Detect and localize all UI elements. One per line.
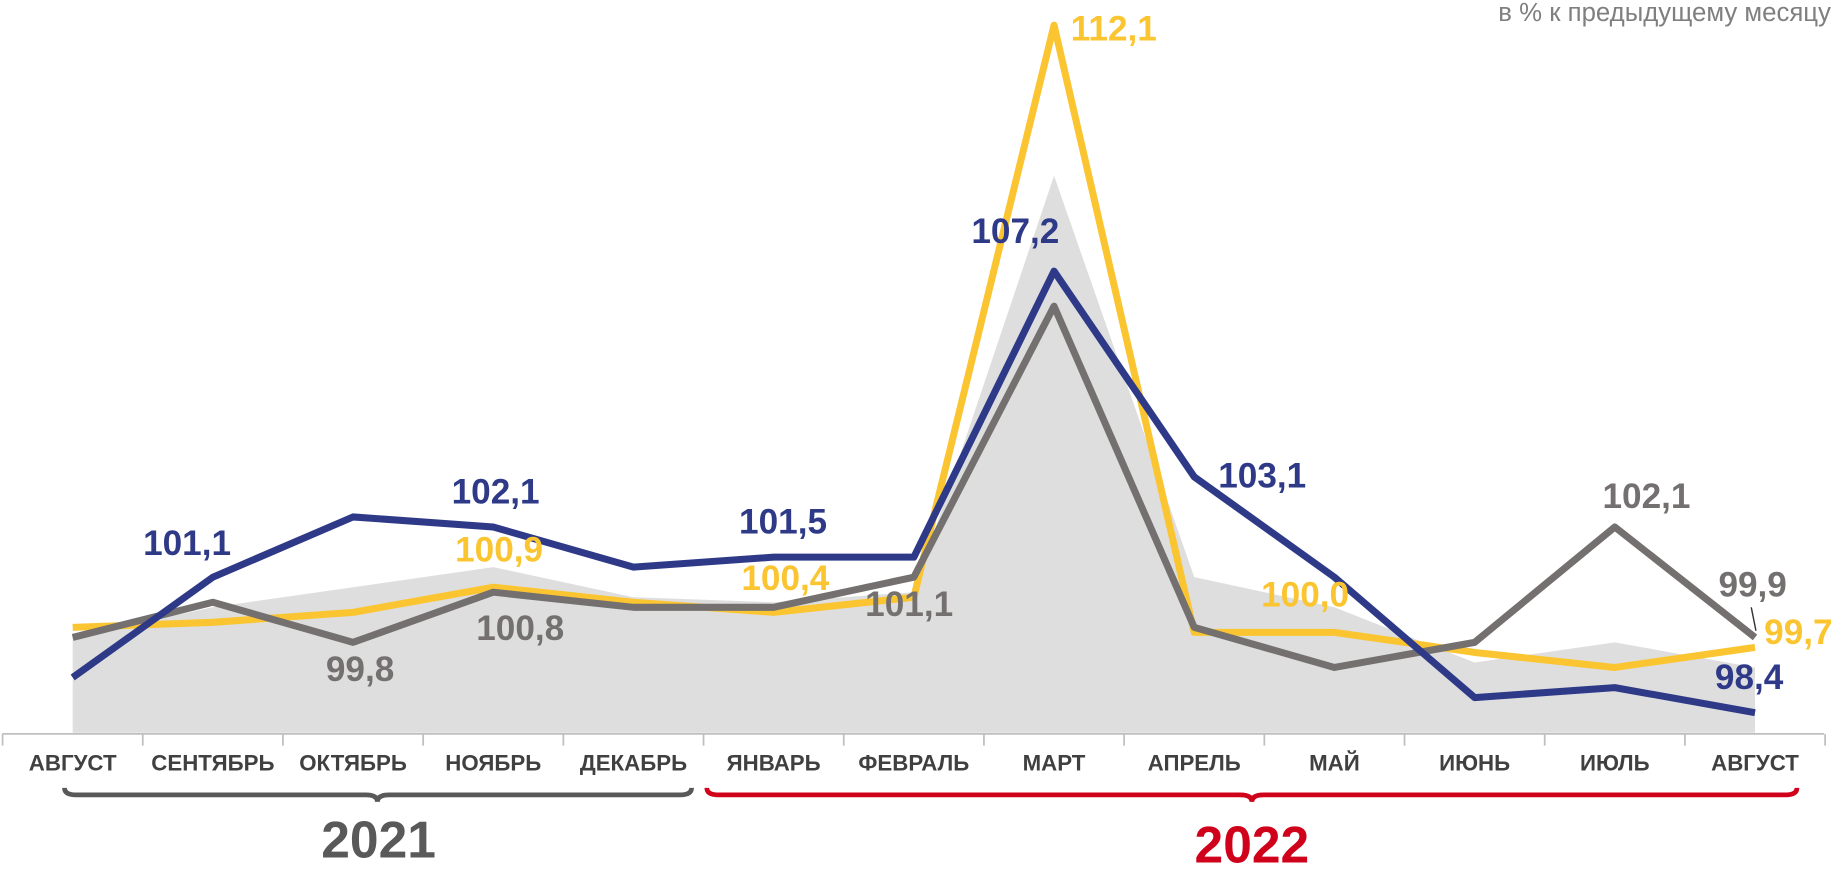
x-tick-label: СЕНТЯБРЬ (151, 750, 274, 775)
data-label: 98,4 (1715, 658, 1784, 697)
year-label: 2022 (1195, 815, 1310, 870)
x-tick-label: АВГУСТ (1711, 750, 1799, 775)
x-tick-label: ДЕКАБРЬ (580, 750, 687, 775)
x-tick-label: МАРТ (1023, 750, 1086, 775)
data-label: 101,1 (143, 524, 231, 563)
x-tick-label: АВГУСТ (29, 750, 117, 775)
x-tick-label: ИЮНЬ (1439, 750, 1510, 775)
x-tick-label: ОКТЯБРЬ (299, 750, 407, 775)
year-label: 2021 (321, 811, 436, 869)
data-label: 100,0 (1261, 575, 1349, 614)
data-label: 112,1 (1071, 9, 1157, 48)
x-tick-label: НОЯБРЬ (445, 750, 541, 775)
x-tick-label: МАЙ (1309, 750, 1360, 775)
x-tick-label: ЯНВАРЬ (727, 750, 821, 775)
leader-line (1750, 607, 1757, 631)
data-label: 99,8 (326, 650, 394, 689)
data-label: 103,1 (1218, 456, 1306, 495)
data-label: 100,4 (741, 559, 829, 598)
line (72, 21, 1756, 671)
plot-area (70, 21, 1758, 733)
data-label: 102,1 (452, 472, 540, 511)
subtitle: в % к предыдущему месяцу (1498, 0, 1831, 27)
line (71, 302, 1758, 671)
bracket-2022 (704, 787, 1800, 803)
bracket-2021 (62, 787, 694, 803)
data-label: 107,2 (971, 212, 1059, 251)
line (70, 267, 1756, 717)
data-label: 101,1 (865, 585, 953, 624)
data-label: 99,9 (1718, 565, 1786, 604)
x-tick-label: АПРЕЛЬ (1148, 750, 1241, 775)
data-label: 101,5 (739, 503, 827, 542)
data-label: 102,1 (1602, 477, 1690, 516)
x-tick-label: ИЮЛЬ (1580, 750, 1650, 775)
x-tick-label: ФЕВРАЛЬ (858, 750, 969, 775)
data-label: 99,7 (1764, 613, 1832, 652)
data-label: 100,8 (476, 609, 564, 648)
data-label: 100,9 (455, 530, 543, 569)
